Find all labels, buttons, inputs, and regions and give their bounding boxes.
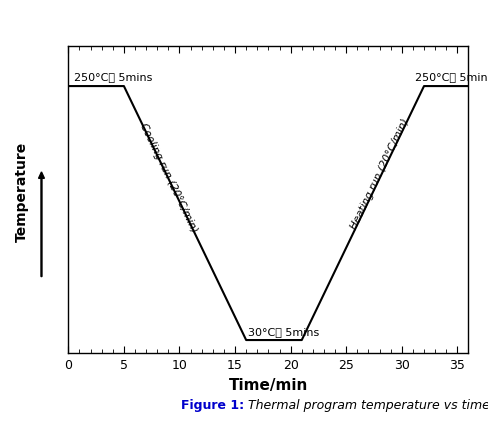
X-axis label: Time/min: Time/min (229, 377, 308, 392)
Text: Cooling run (20°C/min): Cooling run (20°C/min) (138, 121, 199, 233)
Text: Figure 1:: Figure 1: (181, 398, 244, 411)
Text: Temperature: Temperature (15, 142, 29, 242)
Text: Heating run (20°C/min): Heating run (20°C/min) (348, 117, 410, 230)
Text: 250°C， 5mins: 250°C， 5mins (74, 72, 152, 81)
Text: Thermal program temperature vs time.: Thermal program temperature vs time. (244, 398, 488, 411)
Text: 250°C， 5mins: 250°C， 5mins (415, 72, 488, 81)
Text: 30°C， 5mins: 30°C， 5mins (248, 326, 320, 336)
